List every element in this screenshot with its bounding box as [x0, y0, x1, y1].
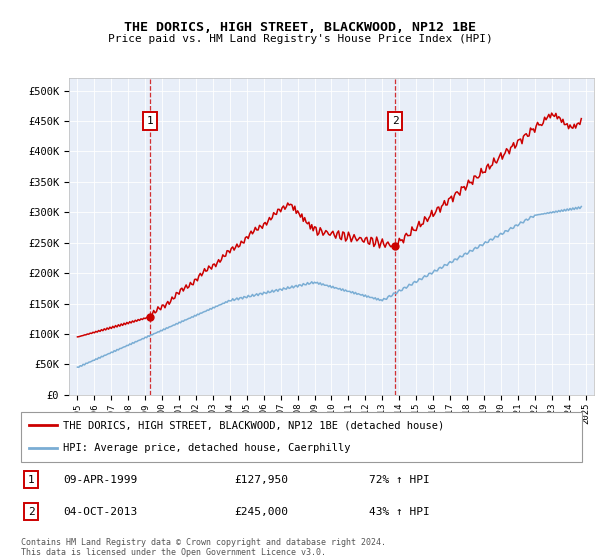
Text: Price paid vs. HM Land Registry's House Price Index (HPI): Price paid vs. HM Land Registry's House …	[107, 34, 493, 44]
Text: 72% ↑ HPI: 72% ↑ HPI	[369, 475, 430, 484]
Text: THE DORICS, HIGH STREET, BLACKWOOD, NP12 1BE (detached house): THE DORICS, HIGH STREET, BLACKWOOD, NP12…	[63, 420, 445, 430]
Text: £245,000: £245,000	[234, 507, 288, 517]
Text: £127,950: £127,950	[234, 475, 288, 484]
Text: 43% ↑ HPI: 43% ↑ HPI	[369, 507, 430, 517]
FancyBboxPatch shape	[21, 412, 582, 462]
Text: 1: 1	[146, 116, 153, 126]
Text: 2: 2	[392, 116, 398, 126]
Text: Contains HM Land Registry data © Crown copyright and database right 2024.
This d: Contains HM Land Registry data © Crown c…	[21, 538, 386, 557]
Text: 2: 2	[28, 507, 34, 517]
Text: 04-OCT-2013: 04-OCT-2013	[63, 507, 137, 517]
Text: HPI: Average price, detached house, Caerphilly: HPI: Average price, detached house, Caer…	[63, 444, 350, 454]
Text: 09-APR-1999: 09-APR-1999	[63, 475, 137, 484]
Text: THE DORICS, HIGH STREET, BLACKWOOD, NP12 1BE: THE DORICS, HIGH STREET, BLACKWOOD, NP12…	[124, 21, 476, 34]
Text: 1: 1	[28, 475, 34, 484]
